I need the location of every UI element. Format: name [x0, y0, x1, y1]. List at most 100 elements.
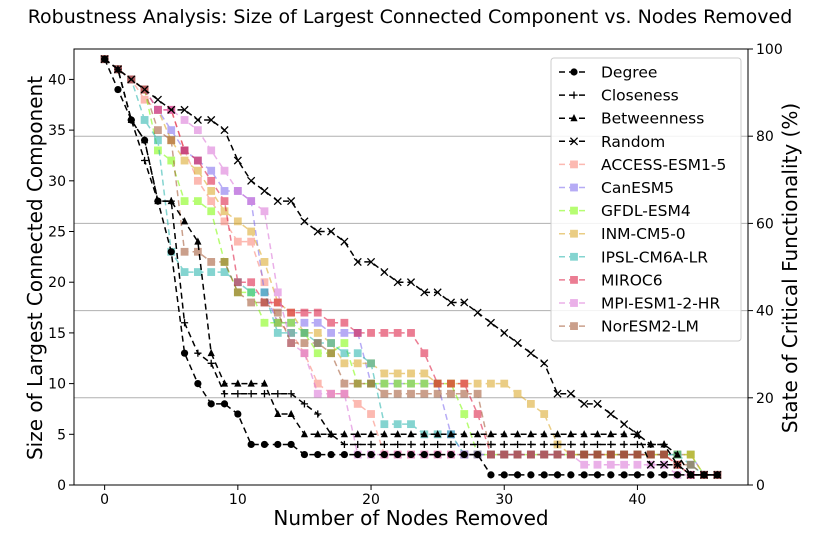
data-point-ipsl-cm6a-lr: [260, 288, 269, 297]
data-point-closeness: [434, 440, 442, 449]
data-point-closeness: [274, 390, 282, 398]
data-point-inm-cm5-0: [393, 369, 402, 378]
data-point-noresm2-lm: [273, 308, 282, 317]
data-point-mpi-esm1-2-hr: [633, 460, 642, 469]
data-point-noresm2-lm: [447, 389, 455, 398]
data-point-betweenness: [220, 379, 229, 387]
data-point-ipsl-cm6a-lr: [327, 339, 335, 347]
y2-axis-label: State of Critical Functionality (%): [778, 103, 802, 433]
data-point-random: [327, 227, 336, 236]
legend-item-closeness: Closeness: [559, 87, 679, 105]
data-point-random: [633, 430, 642, 439]
data-point-random: [207, 115, 216, 125]
legend: Degree Closeness Betweenness Random ACCESS-E…: [550, 57, 742, 342]
data-point-noresm2-lm: [167, 136, 176, 145]
data-point-closeness: [407, 440, 415, 449]
data-point-betweenness: [287, 409, 295, 418]
data-point-miroc6: [367, 329, 375, 337]
y-tick-label: 10: [48, 377, 66, 393]
data-point-closeness: [380, 440, 388, 449]
legend-swatch: [559, 114, 589, 122]
legend-label: ACCESS-ESM1-5: [601, 156, 726, 174]
data-point-noresm2-lm: [233, 288, 242, 297]
data-point-mpi-esm1-2-hr: [340, 389, 349, 398]
legend-swatch-marker: [570, 68, 578, 76]
data-point-degree: [220, 400, 229, 408]
data-point-closeness: [354, 440, 362, 449]
data-point-inm-cm5-0: [353, 359, 362, 368]
data-point-closeness: [540, 440, 548, 449]
data-point-random: [140, 85, 149, 94]
data-point-closeness: [234, 390, 242, 398]
data-point-miroc6: [193, 156, 202, 165]
data-point-random: [406, 278, 416, 287]
data-point-random: [593, 399, 602, 408]
data-point-random: [180, 105, 189, 114]
data-point-random: [100, 55, 109, 64]
data-point-degree: [513, 471, 522, 479]
data-point-random: [540, 359, 549, 368]
data-point-degree: [527, 471, 535, 479]
data-point-inm-cm5-0: [207, 187, 216, 195]
data-point-ipsl-cm6a-lr: [380, 420, 389, 429]
data-point-access-esm1-5: [207, 197, 216, 205]
data-point-closeness: [394, 440, 402, 449]
data-point-ipsl-cm6a-lr: [287, 329, 296, 337]
data-point-ipsl-cm6a-lr: [180, 268, 189, 276]
data-point-noresm2-lm: [180, 247, 189, 256]
legend-label: MIROC6: [601, 271, 663, 289]
data-point-betweenness: [607, 430, 615, 438]
data-point-degree: [540, 471, 548, 479]
data-point-gfdl-esm4: [180, 197, 189, 205]
data-point-betweenness: [540, 430, 548, 438]
data-point-noresm2-lm: [407, 389, 415, 398]
legend-label: MPI-ESM1-2-HR: [601, 295, 720, 313]
legend-item-betweenness: Betweenness: [559, 110, 704, 128]
data-point-closeness: [620, 440, 628, 449]
data-point-noresm2-lm: [220, 258, 229, 266]
data-point-inm-cm5-0: [487, 379, 495, 388]
data-point-access-esm1-5: [193, 176, 202, 185]
data-point-mpi-esm1-2-hr: [313, 389, 322, 398]
data-point-betweenness: [673, 450, 682, 458]
y2-tick-label: 80: [756, 129, 774, 145]
data-point-miroc6: [353, 329, 362, 337]
data-point-gfdl-esm4: [313, 349, 322, 358]
data-point-betweenness: [527, 430, 535, 438]
data-point-inm-cm5-0: [526, 399, 535, 408]
y2-tick-label: 20: [756, 391, 774, 407]
data-point-random: [433, 288, 442, 297]
series-degree: [101, 55, 721, 479]
data-point-miroc6: [220, 197, 229, 205]
data-point-random: [113, 65, 123, 74]
data-point-random: [366, 257, 376, 266]
data-point-random: [646, 460, 655, 469]
data-point-noresm2-lm: [313, 339, 322, 347]
legend-item-access-esm1-5: ACCESS-ESM1-5: [559, 156, 726, 174]
data-point-betweenness: [167, 196, 175, 205]
data-point-noresm2-lm: [433, 389, 442, 398]
data-point-closeness: [447, 440, 455, 449]
data-point-mpi-esm1-2-hr: [247, 197, 256, 205]
x-tick-label: 40: [629, 492, 647, 508]
data-point-closeness: [247, 390, 255, 398]
legend-label: GFDL-ESM4: [601, 202, 691, 220]
data-point-betweenness: [180, 217, 189, 225]
data-point-betweenness: [567, 430, 575, 438]
legend-item-inm-cm5-0: INM-CM5-0: [559, 225, 686, 243]
data-point-miroc6: [433, 379, 442, 388]
data-point-mpi-esm1-2-hr: [193, 126, 202, 135]
data-point-closeness: [580, 440, 588, 449]
data-point-random: [300, 217, 309, 226]
data-point-noresm2-lm: [633, 450, 642, 459]
legend-item-canesm5: CanESM5: [559, 179, 674, 197]
data-point-noresm2-lm: [620, 450, 629, 459]
y-tick-label: 30: [48, 174, 66, 190]
data-point-random: [393, 278, 402, 287]
data-point-inm-cm5-0: [313, 329, 322, 337]
data-point-ipsl-cm6a-lr: [393, 420, 402, 429]
data-point-access-esm1-5: [353, 399, 362, 408]
plot-frame: [73, 48, 749, 486]
legend-swatch-marker: [570, 206, 578, 215]
data-point-closeness: [260, 390, 269, 398]
